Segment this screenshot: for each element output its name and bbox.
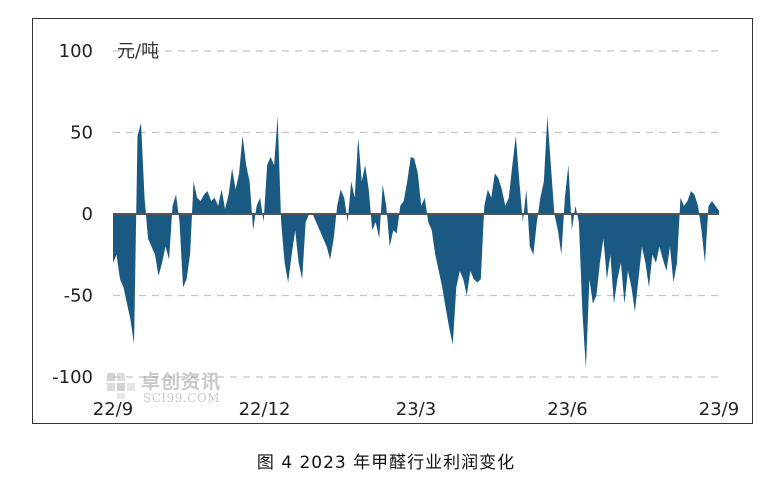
x-tick-label: 23/3 [396, 399, 436, 420]
x-tick-labels: 22/9 22/12 23/3 23/6 23/9 [93, 399, 739, 420]
y-tick-label: -50 [64, 286, 93, 307]
x-tick-label: 23/9 [699, 399, 739, 420]
x-tick-label: 23/6 [547, 399, 587, 420]
x-tick-label: 22/12 [239, 399, 291, 420]
chart-frame: 100 50 0 -50 -100 22/9 22/12 23/3 23/6 23/9 元/吨 … [32, 18, 753, 424]
y-axis-unit: 元/吨 [117, 41, 159, 62]
x-tick-label: 22/9 [93, 399, 133, 420]
y-tick-label: 50 [70, 123, 93, 144]
watermark-text: 卓创资讯 [141, 371, 222, 393]
chart-plot: 100 50 0 -50 -100 22/9 22/12 23/3 23/6 23/9 元/吨 [52, 41, 739, 420]
y-tick-label: 100 [59, 41, 93, 62]
grid-lines [113, 50, 719, 378]
y-tick-label: 0 [82, 204, 93, 225]
area-fill [113, 116, 719, 369]
y-tick-label: -100 [52, 367, 93, 388]
watermark-logo-icon [107, 373, 135, 399]
area-series [113, 116, 719, 369]
watermark-subtext: SCI99.COM [143, 391, 221, 405]
watermark: 卓创资讯 SCI99.COM [103, 367, 278, 407]
y-tick-labels: 100 50 0 -50 -100 [52, 41, 93, 388]
y-axis-unit-label: 元/吨 [117, 41, 159, 62]
figure-caption: 图 4 2023 年甲醛行业利润变化 [256, 453, 516, 473]
